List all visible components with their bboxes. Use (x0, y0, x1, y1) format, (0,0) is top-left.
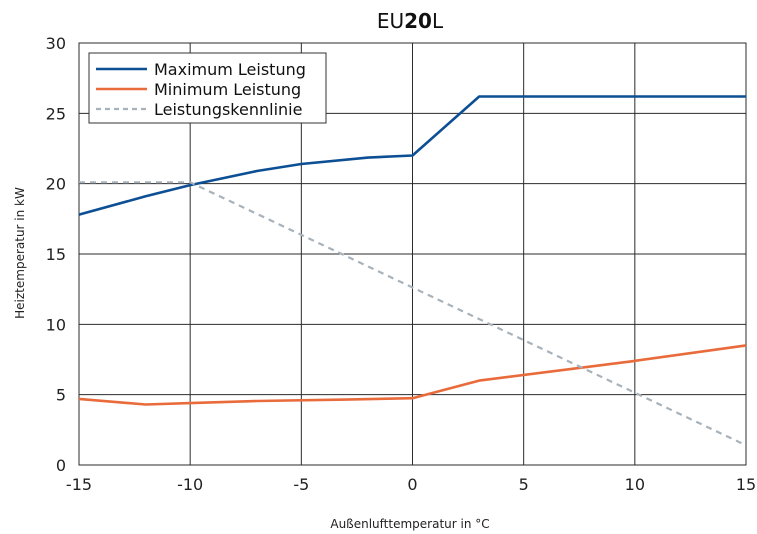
legend-label-min: Minimum Leistung (154, 80, 301, 99)
legend: Maximum Leistung Minimum Leistung Leistu… (88, 52, 327, 124)
grid (78, 42, 747, 466)
y-axis-label: Heiztemperatur in kW (13, 187, 27, 319)
x-tick-label-6: 15 (736, 475, 756, 494)
chart-title-bold: 20 (404, 9, 432, 33)
x-axis-label: Außenlufttemperatur in °C (330, 517, 489, 531)
y-tick-label-6: 30 (46, 34, 66, 53)
series-line-1 (78, 344, 747, 406)
y-tick-label-4: 20 (46, 175, 66, 194)
x-tick-label-1: -10 (177, 475, 203, 494)
x-tick-label-0: -15 (66, 475, 92, 494)
y-tick-label-0: 0 (56, 456, 66, 475)
legend-label-max: Maximum Leistung (154, 60, 306, 79)
x-tick-label-5: 10 (625, 475, 645, 494)
series-line-0 (78, 95, 746, 216)
x-tick-label-2: -5 (293, 475, 309, 494)
x-tick-label-3: 0 (407, 475, 417, 494)
y-tick-label-1: 5 (56, 386, 66, 405)
x-tick-label-4: 5 (519, 475, 529, 494)
plot-frame (78, 42, 747, 466)
chart-title: EU20L (377, 9, 444, 33)
svg-text:EU20L: EU20L (377, 9, 444, 33)
ticks: -15 -10 -5 0 5 10 15 0 5 10 15 20 25 30 (46, 34, 757, 494)
y-tick-label-3: 15 (46, 245, 66, 264)
legend-label-curve: Leistungskennlinie (154, 100, 302, 119)
y-tick-label-2: 10 (46, 315, 66, 334)
series-line-2 (79, 181, 747, 447)
chart-title-prefix: EU (377, 9, 404, 33)
y-tick-label-5: 25 (46, 104, 66, 123)
chart-title-suffix: L (432, 9, 444, 33)
series-layer (78, 95, 747, 447)
